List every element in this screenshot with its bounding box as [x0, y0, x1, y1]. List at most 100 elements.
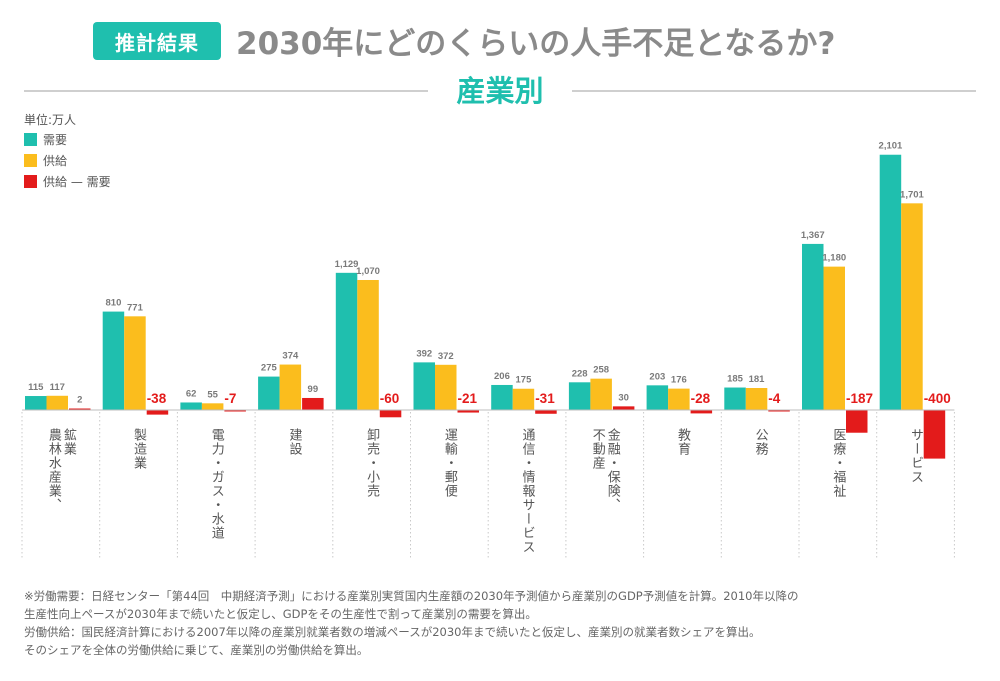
category-label: 建設 [286, 428, 302, 456]
gap-bar [612, 406, 635, 410]
supply-bar [46, 395, 68, 410]
demand-value-label: 62 [186, 388, 197, 399]
gap-value-label: -21 [458, 391, 478, 406]
gap-bar [690, 410, 713, 414]
gap-value-label: 30 [618, 392, 629, 403]
demand-value-label: 185 [727, 374, 744, 385]
gap-value-label: -400 [924, 391, 951, 406]
result-badge: 推計結果 [93, 22, 221, 60]
supply-bar [590, 378, 612, 410]
title-rule-right [572, 90, 976, 92]
supply-value-label: 1,180 [822, 253, 846, 264]
demand-bar [568, 382, 591, 410]
demand-value-label: 1,367 [801, 230, 825, 241]
gap-bar [846, 410, 868, 433]
legend-demand: 需要 [24, 131, 67, 148]
supply-bar [435, 364, 457, 410]
demand-bar [102, 311, 125, 410]
legend-supply-swatch [24, 154, 37, 167]
gap-value-label: -28 [691, 391, 711, 406]
legend-demand-label: 需要 [43, 133, 68, 147]
supply-bar [279, 364, 302, 410]
legend-supply-label: 供給 [43, 154, 68, 168]
footnote: ※労働需要：日経センター「第44回 中期経済予測」における産業別実質国内生産額の… [24, 587, 984, 659]
supply-bar [201, 403, 224, 410]
category-label: サービス [908, 428, 923, 484]
supply-bar [124, 316, 146, 410]
gap-bar [146, 410, 169, 415]
supply-value-label: 181 [749, 374, 766, 385]
gap-bar [69, 408, 91, 410]
supply-value-label: 1,070 [356, 266, 380, 277]
demand-bar [802, 243, 824, 410]
supply-bar [745, 388, 768, 410]
demand-value-label: 392 [416, 348, 432, 359]
supply-value-label: 1,701 [900, 189, 924, 200]
category-label: 電力・ガス・水道 [209, 428, 225, 540]
demand-value-label: 228 [572, 368, 588, 379]
supply-value-label: 176 [671, 375, 687, 386]
demand-value-label: 1,129 [335, 259, 359, 270]
gap-value-label: -7 [224, 391, 236, 406]
demand-value-label: 203 [649, 371, 665, 382]
demand-bar [646, 385, 669, 410]
gap-value-label: -60 [380, 391, 400, 406]
chart-subtitle: 産業別 [456, 74, 544, 108]
supply-value-label: 372 [438, 351, 454, 362]
footnote-line-1: ※労働需要：日経センター「第44回 中期経済予測」における産業別実質国内生産額の… [24, 589, 799, 603]
category-label: 卸売・小売 [364, 427, 380, 498]
category-label: 金融・保険、 [605, 427, 621, 512]
demand-bar [25, 396, 47, 410]
gap-bar [535, 410, 557, 414]
supply-value-label: 771 [127, 302, 144, 313]
footnote-line-3: 労働供給：国民経済計算における2007年以降の産業別就業者数の増減ペースが203… [24, 625, 761, 639]
gap-bar [768, 410, 790, 412]
demand-bar [335, 272, 358, 410]
supply-value-label: 117 [50, 382, 65, 393]
category-label: 医療・福祉 [830, 428, 846, 498]
legend-gap-label: 供給 — 需要 [43, 175, 111, 189]
demand-value-label: 810 [106, 298, 122, 309]
demand-value-label: 115 [28, 382, 44, 393]
demand-value-label: 275 [261, 363, 278, 374]
footnote-line-4: そのシェアを全体の労働供給に乗じて、産業別の労働供給を算出。 [24, 643, 369, 657]
category-label: 運輸・郵便 [442, 428, 458, 498]
supply-value-label: 258 [593, 365, 609, 376]
category-label: 鉱業 [61, 427, 77, 456]
supply-value-label: 175 [516, 375, 533, 386]
gap-bar [224, 410, 246, 412]
category-label: 教育 [675, 427, 691, 456]
gap-value-label: 2 [77, 395, 82, 406]
chart-title: 2030年にどのくらいの人手不足となるか? [236, 26, 836, 62]
gap-bar [302, 397, 324, 410]
supply-bar [823, 266, 845, 410]
demand-bar [491, 384, 513, 410]
gap-bar [923, 410, 946, 459]
supply-bar [512, 388, 535, 410]
supply-value-label: 55 [207, 389, 218, 400]
supply-bar [901, 203, 923, 410]
supply-bar [668, 388, 690, 410]
gap-bar [379, 410, 402, 418]
demand-value-label: 206 [494, 371, 510, 382]
category-label: 通信・情報サービス [520, 428, 536, 554]
category-label: 不動産 [590, 428, 606, 470]
category-label: 農林水産業、 [46, 428, 62, 512]
legend-supply: 供給 [24, 152, 67, 169]
demand-value-label: 2,101 [879, 141, 903, 152]
gap-value-label: 99 [308, 384, 319, 395]
demand-bar [180, 402, 202, 410]
legend-gap: 供給 — 需要 [24, 173, 111, 190]
demand-bar [258, 376, 280, 410]
supply-bar [357, 279, 379, 410]
legend-gap-swatch [24, 175, 37, 188]
gap-value-label: -38 [147, 391, 167, 406]
gap-bar [457, 410, 479, 413]
supply-value-label: 374 [282, 351, 299, 362]
gap-value-label: -31 [535, 391, 555, 406]
demand-bar [879, 154, 902, 410]
demand-bar [724, 387, 746, 410]
legend-demand-swatch [24, 133, 37, 146]
demand-bar [413, 362, 435, 410]
